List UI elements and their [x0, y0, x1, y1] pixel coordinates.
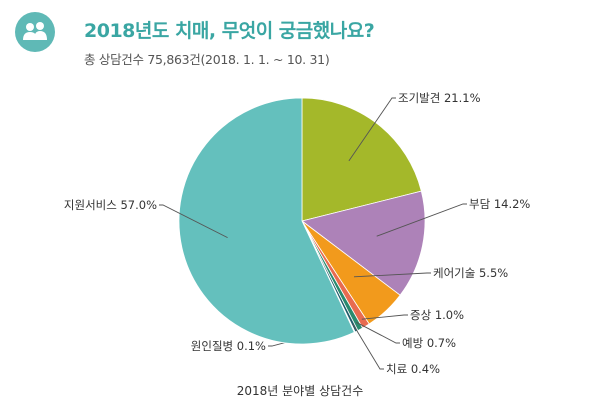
slice-label-4: 증상 1.0%	[410, 308, 464, 322]
leader-line-5	[356, 321, 400, 344]
slice-label-1: 조기발견 21.1%	[398, 91, 481, 105]
pie-slice-1	[301, 97, 422, 222]
leader-line-2	[376, 203, 467, 237]
pie-slice-2	[301, 190, 426, 296]
leader-line-6	[352, 323, 384, 370]
slice-label-2: 부담 14.2%	[469, 197, 530, 211]
chart-caption: 2018년 분야별 상담건수	[236, 384, 364, 398]
pie-slice-8	[178, 97, 355, 345]
page-title: 2018년도 치매, 무엇이 궁금했나요?	[84, 20, 375, 42]
slice-label-7: 원인질병 0.1%	[191, 339, 266, 353]
slice-label-6: 치료 0.4%	[386, 362, 440, 376]
leader-line-3	[353, 272, 431, 278]
leader-line-4	[361, 314, 408, 320]
leader-line-1	[348, 97, 396, 162]
slice-label-3: 케어기술 5.5%	[433, 266, 508, 280]
slice-label-5: 예방 0.7%	[402, 336, 456, 350]
users-icon	[15, 12, 55, 52]
leader-line-8	[159, 204, 228, 239]
page-subtitle: 총 상담건수 75,863건(2018. 1. 1. ~ 10. 31)	[84, 52, 330, 67]
slice-label-8: 지원서비스 57.0%	[64, 198, 157, 212]
